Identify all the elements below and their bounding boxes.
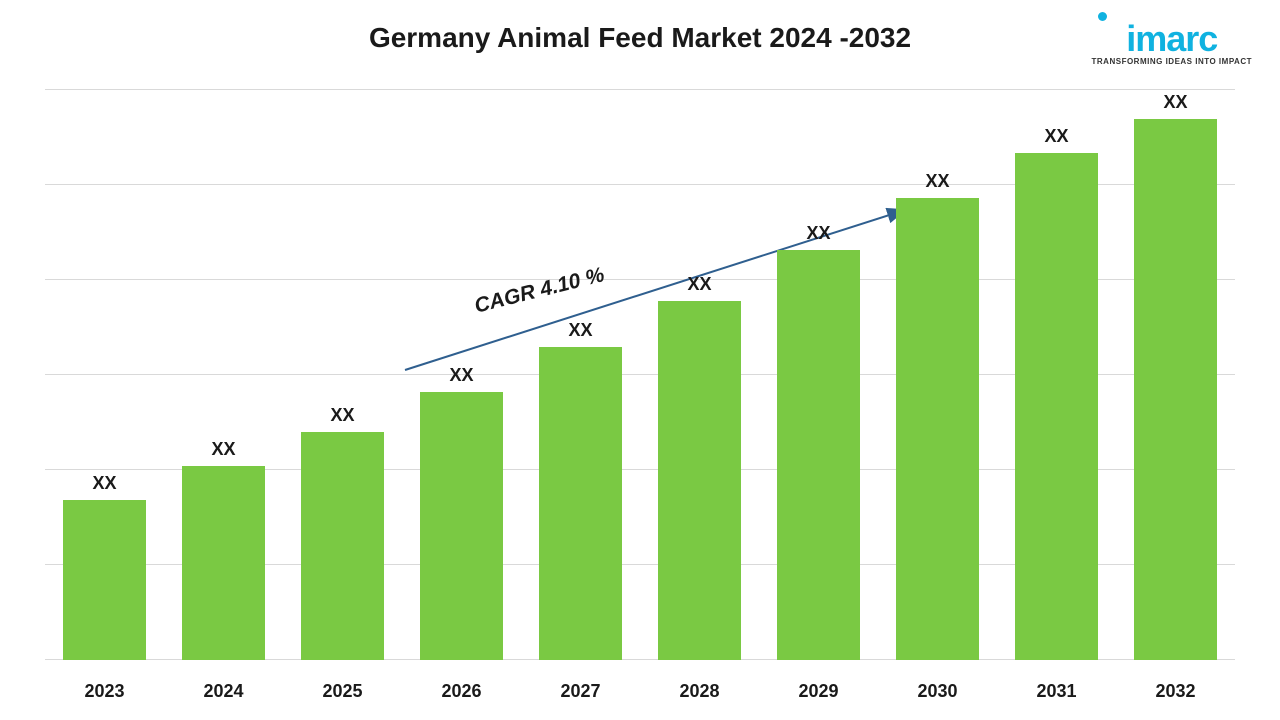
bar-value-label: XX	[449, 365, 473, 386]
bar-slot: XX	[402, 90, 521, 660]
bar-value-label: XX	[806, 223, 830, 244]
bar-slot: XX	[997, 90, 1116, 660]
logo-wordmark: imarc	[1092, 23, 1252, 55]
x-axis-label: 2029	[759, 681, 878, 702]
bar	[896, 198, 979, 660]
bar	[63, 500, 146, 660]
bar-value-label: XX	[687, 274, 711, 295]
bar	[539, 347, 622, 661]
chart-title: Germany Animal Feed Market 2024 -2032	[0, 22, 1280, 54]
plot-area: CAGR 4.10 % XXXXXXXXXXXXXXXXXXXX	[45, 90, 1235, 660]
bar-slot: XX	[164, 90, 283, 660]
bar-slot: XX	[283, 90, 402, 660]
bar-value-label: XX	[92, 473, 116, 494]
bar-slot: XX	[45, 90, 164, 660]
x-axis-label: 2030	[878, 681, 997, 702]
bar-value-label: XX	[1163, 92, 1187, 113]
x-axis-label: 2027	[521, 681, 640, 702]
x-axis-labels: 2023202420252026202720282029203020312032	[45, 681, 1235, 702]
bar-slot: XX	[1116, 90, 1235, 660]
bar	[182, 466, 265, 660]
bar-value-label: XX	[1044, 126, 1068, 147]
bar-slot: XX	[521, 90, 640, 660]
x-axis-label: 2028	[640, 681, 759, 702]
bar	[420, 392, 503, 660]
chart-page: Germany Animal Feed Market 2024 -2032 im…	[0, 0, 1280, 720]
bar	[777, 250, 860, 660]
bars-container: XX XX XX XX XX XX XX XX XX XX	[45, 90, 1235, 660]
brand-logo: imarc TRANSFORMING IDEAS INTO IMPACT	[1092, 12, 1252, 66]
x-axis-label: 2024	[164, 681, 283, 702]
x-axis-label: 2026	[402, 681, 521, 702]
bar-slot: XX	[759, 90, 878, 660]
logo-dot-icon	[1098, 12, 1107, 21]
bar	[658, 301, 741, 660]
bar	[1134, 119, 1217, 661]
bar-slot: XX	[640, 90, 759, 660]
logo-tagline: TRANSFORMING IDEAS INTO IMPACT	[1092, 57, 1252, 66]
x-axis-label: 2025	[283, 681, 402, 702]
bar-value-label: XX	[330, 405, 354, 426]
x-axis-label: 2032	[1116, 681, 1235, 702]
x-axis-label: 2031	[997, 681, 1116, 702]
bar-slot: XX	[878, 90, 997, 660]
bar-value-label: XX	[568, 320, 592, 341]
bar	[1015, 153, 1098, 660]
x-axis-label: 2023	[45, 681, 164, 702]
bar-value-label: XX	[925, 171, 949, 192]
bar-value-label: XX	[211, 439, 235, 460]
bar	[301, 432, 384, 660]
